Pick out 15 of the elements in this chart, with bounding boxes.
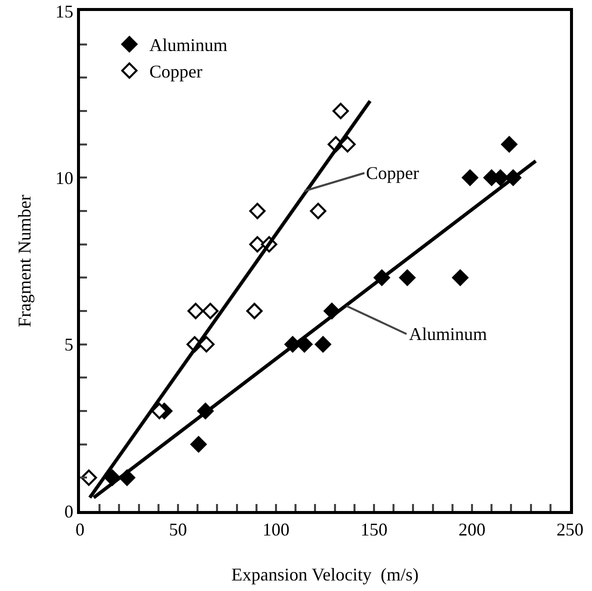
x-tick-label: 150: [360, 520, 388, 540]
legend-label: Copper: [149, 62, 202, 82]
x-axis-title: Expansion Velocity (m/s): [231, 564, 419, 585]
x-tick-label: 100: [262, 520, 290, 540]
x-tick-label: 250: [556, 520, 584, 540]
y-tick-label: 10: [55, 168, 74, 188]
legend-label: Aluminum: [149, 35, 228, 56]
x-tick-label: 50: [169, 520, 187, 540]
annotation: Copper: [366, 163, 419, 183]
y-axis-title: Fragment Number: [14, 194, 35, 328]
annotation: Aluminum: [409, 324, 488, 344]
y-tick-label: 0: [64, 501, 74, 522]
x-tick-label: 200: [458, 520, 486, 540]
y-tick-label: 5: [64, 334, 74, 355]
y-tick-label: 15: [55, 1, 74, 22]
